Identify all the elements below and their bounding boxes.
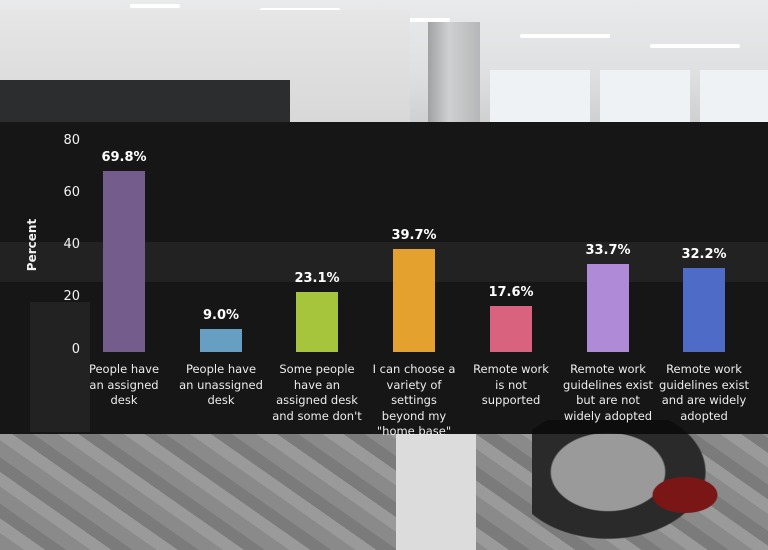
category-label: Remote work is not supported xyxy=(473,362,549,407)
y-tick-40: 40 xyxy=(63,237,80,252)
y-axis-label: Percent xyxy=(25,218,39,272)
ceiling-light xyxy=(650,44,740,48)
chair-seat xyxy=(640,470,730,520)
category-label: Remote work guidelines exist but are not… xyxy=(563,362,653,423)
bar xyxy=(490,306,532,352)
ceiling-light xyxy=(370,18,450,22)
bar xyxy=(393,248,435,352)
pillar xyxy=(428,22,480,122)
bar-value-label: 69.8% xyxy=(101,149,147,165)
bar-value-label: 9.0% xyxy=(202,307,240,323)
category-label: Some people have an assigned desk and so… xyxy=(272,362,362,423)
y-tick-80: 80 xyxy=(63,133,80,148)
bar xyxy=(103,170,145,352)
category-label: People have an unassigned desk xyxy=(179,362,263,407)
y-tick-20: 20 xyxy=(63,289,80,304)
y-tick-60: 60 xyxy=(63,185,80,200)
bar-value-label: 32.2% xyxy=(681,247,727,263)
window xyxy=(600,70,690,122)
window xyxy=(490,70,590,122)
bar-value-label: 17.6% xyxy=(488,285,534,301)
category-label: I can choose a variety of settings beyon… xyxy=(372,362,456,438)
ceiling-light xyxy=(520,34,610,38)
window xyxy=(700,70,768,122)
category-label: People have an assigned desk xyxy=(88,362,160,407)
bar-value-label: 39.7% xyxy=(391,227,437,243)
chalkboard xyxy=(0,80,290,122)
bar xyxy=(587,264,629,352)
category-label: Remote work guidelines exist and are wid… xyxy=(659,362,749,423)
bar xyxy=(296,291,338,352)
y-tick-0: 0 xyxy=(71,342,80,357)
bar xyxy=(683,268,725,352)
bar-value-label: 23.1% xyxy=(294,270,340,286)
bar xyxy=(200,328,242,352)
bar-value-label: 33.7% xyxy=(585,243,631,259)
ceiling-light xyxy=(130,4,180,8)
file-cabinet xyxy=(396,434,476,550)
cabinet-shadow xyxy=(30,302,90,432)
